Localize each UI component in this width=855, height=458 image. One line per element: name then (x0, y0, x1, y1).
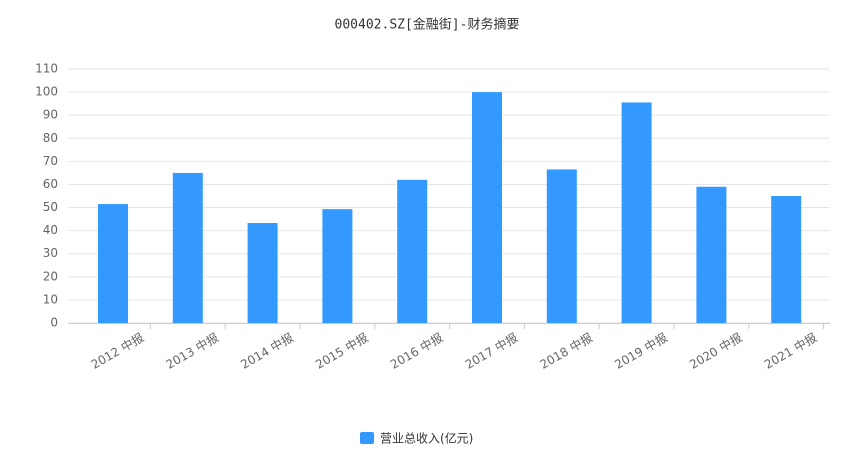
x-tick-label: 2014 中报 (238, 330, 296, 372)
y-tick-label: 20 (43, 269, 58, 283)
x-tick-label: 2021 中报 (761, 330, 819, 372)
y-tick-label: 90 (43, 108, 58, 122)
bar (322, 209, 353, 323)
bar (172, 172, 203, 323)
x-tick-label: 2013 中报 (163, 330, 221, 372)
x-tick-label: 2012 中报 (88, 330, 146, 372)
x-tick-label: 2017 中报 (462, 330, 520, 372)
bar (397, 179, 428, 323)
bar (247, 223, 278, 323)
bar (546, 169, 577, 323)
y-tick-label: 100 (35, 85, 58, 99)
x-tick-label: 2020 中报 (687, 330, 745, 372)
legend-label: 营业总收入(亿元) (380, 431, 473, 446)
bar (472, 92, 502, 323)
y-tick-label: 40 (43, 223, 58, 237)
x-tick-label: 2018 中报 (537, 330, 595, 372)
x-tick-label: 2015 中报 (313, 330, 371, 372)
y-tick-label: 60 (43, 177, 58, 191)
y-tick-label: 110 (35, 62, 58, 76)
y-tick-label: 10 (43, 292, 58, 306)
bar (621, 102, 652, 324)
bar (771, 196, 802, 323)
legend-swatch (360, 432, 374, 444)
bar (98, 204, 128, 323)
x-tick-label: 2019 中报 (612, 330, 670, 372)
x-tick-label: 2016 中报 (387, 330, 445, 372)
y-tick-label: 80 (43, 131, 58, 145)
bar (696, 186, 727, 323)
y-tick-label: 30 (43, 246, 58, 260)
y-tick-label: 70 (43, 154, 58, 168)
y-tick-label: 0 (50, 316, 58, 330)
y-tick-label: 50 (43, 200, 58, 214)
chart-title: 000402.SZ[金融街]-财务摘要 (335, 17, 520, 33)
